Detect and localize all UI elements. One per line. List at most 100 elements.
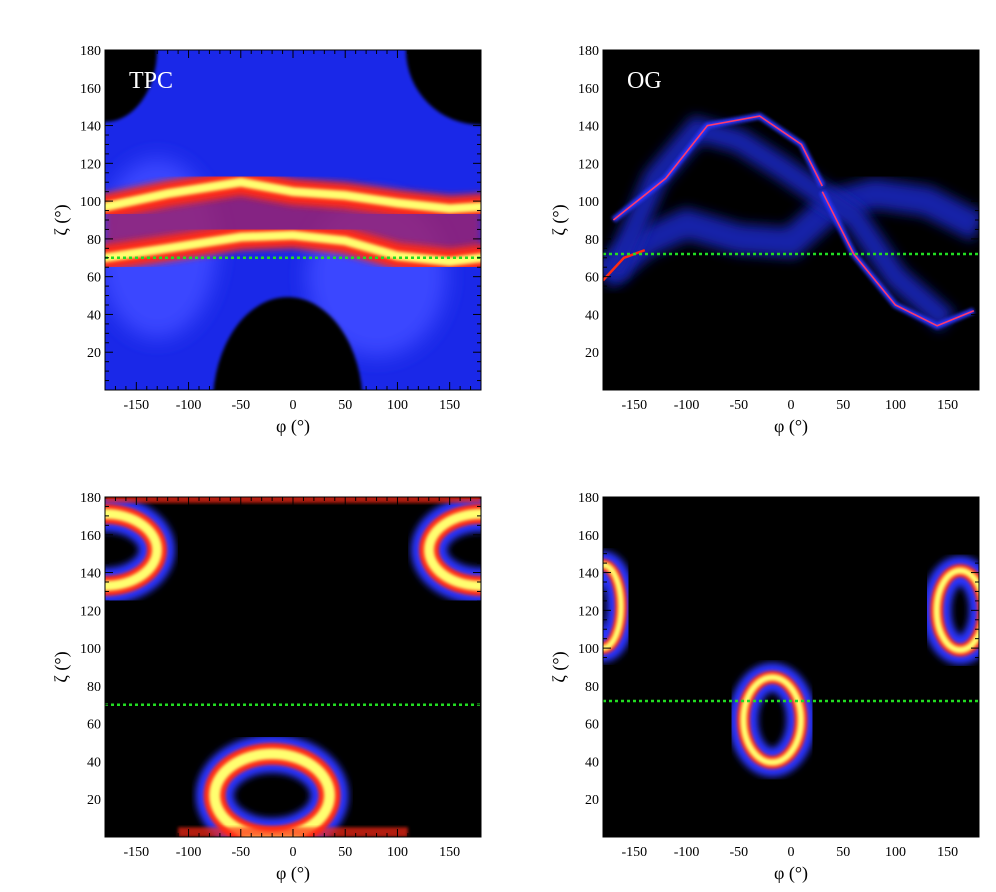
y-tick-label: 100	[80, 195, 101, 210]
y-tick-label: 180	[80, 44, 101, 59]
caustic-edge	[603, 249, 646, 282]
y-tick-label: 80	[87, 680, 101, 695]
y-tick-label: 120	[578, 604, 599, 619]
ring-center	[740, 674, 805, 766]
y-tick-label: 100	[578, 195, 599, 210]
y-tick-label: 40	[585, 308, 599, 323]
y-tick-label: 20	[585, 793, 599, 808]
x-tick-label: -100	[176, 845, 202, 860]
y-tick-label: 180	[80, 491, 101, 506]
x-axis-label: φ (°)	[276, 863, 310, 884]
x-tick-label: 150	[937, 845, 958, 860]
x-tick-label: 50	[338, 845, 352, 860]
x-tick-label: 50	[338, 398, 352, 413]
x-tick-label: -100	[674, 398, 700, 413]
y-axis-label: ζ (°)	[549, 651, 570, 682]
plot-background	[603, 497, 979, 837]
y-tick-label: 140	[80, 567, 101, 582]
caustic-upper	[612, 115, 824, 221]
caustic-lower	[821, 191, 975, 327]
dark-lobe-bottom	[213, 297, 363, 390]
bright-band-lower	[105, 230, 481, 267]
x-tick-label: -50	[729, 845, 748, 860]
y-tick-label: 20	[87, 793, 101, 808]
x-tick-label: 150	[937, 398, 958, 413]
x-tick-label: 100	[885, 845, 906, 860]
x-tick-label: -50	[729, 398, 748, 413]
x-axis-label: φ (°)	[774, 863, 808, 884]
y-tick-label: 160	[578, 82, 599, 97]
x-tick-label: 50	[836, 845, 850, 860]
panel-3: -150 -100 -50 0 50 100 150 20 40 60 80 100 120 140 160…	[51, 491, 482, 884]
bright-band-upper	[105, 177, 481, 214]
y-tick-label: 20	[585, 346, 599, 361]
x-axis-label: φ (°)	[774, 416, 808, 437]
panel-2: -150 -100 -50 0 50 100 150 20 40 60 80 100 120 140 160…	[549, 44, 980, 437]
diffuse-sheet	[603, 178, 979, 289]
y-tick-label: 140	[578, 120, 599, 135]
y-tick-label: 100	[80, 642, 101, 657]
y-tick-label: 40	[585, 755, 599, 770]
y-tick-label: 40	[87, 755, 101, 770]
dark-corner-left	[105, 50, 157, 122]
ring-bottom	[209, 748, 336, 837]
panel-1: -150 -100 -50 0 50 100 150 20 40 60 80 100 120 140 160…	[51, 44, 482, 437]
y-tick-label: 60	[87, 718, 101, 733]
y-tick-label: 20	[87, 346, 101, 361]
x-tick-label: -50	[231, 845, 250, 860]
y-tick-label: 60	[585, 718, 599, 733]
y-tick-label: 180	[578, 44, 599, 59]
x-tick-label: 0	[290, 845, 297, 860]
y-tick-label: 160	[80, 82, 101, 97]
y-tick-label: 140	[578, 567, 599, 582]
y-tick-label: 180	[578, 491, 599, 506]
ring-left-edge	[603, 562, 624, 652]
ring-right	[933, 567, 979, 654]
y-tick-label: 80	[585, 680, 599, 695]
x-tick-label: -100	[176, 398, 202, 413]
y-axis-label: ζ (°)	[51, 204, 72, 235]
x-tick-label: -150	[123, 845, 149, 860]
x-tick-label: 150	[439, 845, 460, 860]
y-tick-label: 80	[87, 233, 101, 248]
y-tick-label: 160	[578, 529, 599, 544]
y-tick-label: 140	[80, 120, 101, 135]
x-axis-label: φ (°)	[276, 416, 310, 437]
dark-corner-right	[406, 50, 481, 125]
x-tick-label: 100	[387, 845, 408, 860]
x-tick-label: -150	[123, 398, 149, 413]
panel-title: TPC	[129, 68, 173, 94]
y-tick-label: 100	[578, 642, 599, 657]
x-tick-label: -150	[621, 845, 647, 860]
x-tick-label: 50	[836, 398, 850, 413]
y-tick-label: 60	[87, 271, 101, 286]
y-tick-label: 40	[87, 308, 101, 323]
x-tick-label: 0	[788, 398, 795, 413]
x-tick-label: 0	[290, 398, 297, 413]
x-tick-label: 100	[885, 398, 906, 413]
diffuse-sheet	[603, 115, 956, 332]
y-tick-label: 120	[80, 604, 101, 619]
plot-area	[105, 50, 481, 390]
y-tick-label: 160	[80, 529, 101, 544]
panel-title: OG	[627, 68, 662, 94]
x-tick-label: -150	[621, 398, 647, 413]
x-tick-label: 100	[387, 398, 408, 413]
panel-4: -150 -100 -50 0 50 100 150 20 40 60 80 100 120 140 160…	[549, 491, 980, 884]
x-tick-label: -50	[231, 398, 250, 413]
y-tick-label: 120	[578, 157, 599, 172]
y-tick-label: 60	[585, 271, 599, 286]
x-tick-label: 150	[439, 398, 460, 413]
plot-area	[105, 497, 481, 837]
ring-top-left	[105, 508, 162, 591]
x-tick-label: -100	[674, 845, 700, 860]
plot-area	[603, 50, 979, 390]
ring-top-right	[424, 508, 481, 591]
y-tick-label: 80	[585, 233, 599, 248]
x-tick-label: 0	[788, 845, 795, 860]
y-axis-label: ζ (°)	[51, 651, 72, 682]
plot-area	[603, 497, 979, 837]
y-tick-label: 120	[80, 157, 101, 172]
y-axis-label: ζ (°)	[549, 204, 570, 235]
